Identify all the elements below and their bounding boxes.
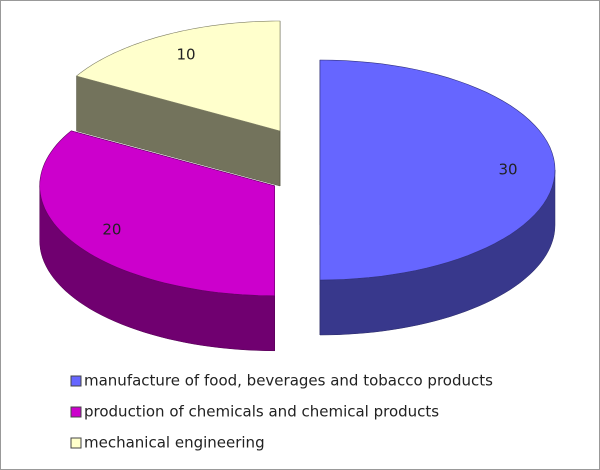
slice-top bbox=[39, 130, 275, 297]
data-label: 30 bbox=[498, 161, 517, 179]
legend-label: production of chemicals and chemical pro… bbox=[84, 403, 439, 421]
legend-swatch bbox=[70, 406, 82, 418]
slice bbox=[39, 130, 275, 352]
legend-swatch bbox=[70, 437, 82, 449]
slice bbox=[75, 20, 281, 187]
slice-top bbox=[75, 20, 281, 132]
slice-top bbox=[319, 59, 556, 281]
legend-label: mechanical engineering bbox=[84, 434, 265, 452]
legend-swatch bbox=[70, 375, 82, 387]
legend-label: manufacture of food, beverages and tobac… bbox=[84, 372, 493, 390]
data-label: 20 bbox=[102, 220, 121, 238]
slice bbox=[319, 59, 556, 336]
data-label: 10 bbox=[176, 45, 195, 63]
